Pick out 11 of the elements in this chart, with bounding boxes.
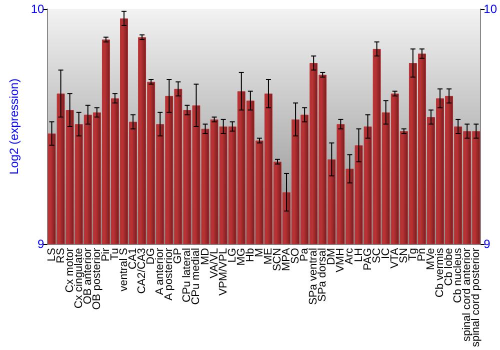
x-tick-label: Arc: [344, 247, 356, 264]
x-tick-label: A posterior: [163, 248, 176, 301]
x-tick-label: SCN: [271, 248, 284, 272]
x-tick-label: RS: [54, 248, 67, 264]
x-tick-label: spinal cord posterior: [470, 248, 482, 348]
x-tick-label: CPu medial: [190, 248, 202, 305]
y2-tick-label: 9: [484, 236, 491, 251]
x-tick-label: IC: [380, 248, 392, 259]
x-tick-label: MVe: [424, 248, 437, 270]
y-axis-title: Log2 (expression): [7, 78, 21, 175]
y2-tick-label: 10: [484, 2, 498, 16]
